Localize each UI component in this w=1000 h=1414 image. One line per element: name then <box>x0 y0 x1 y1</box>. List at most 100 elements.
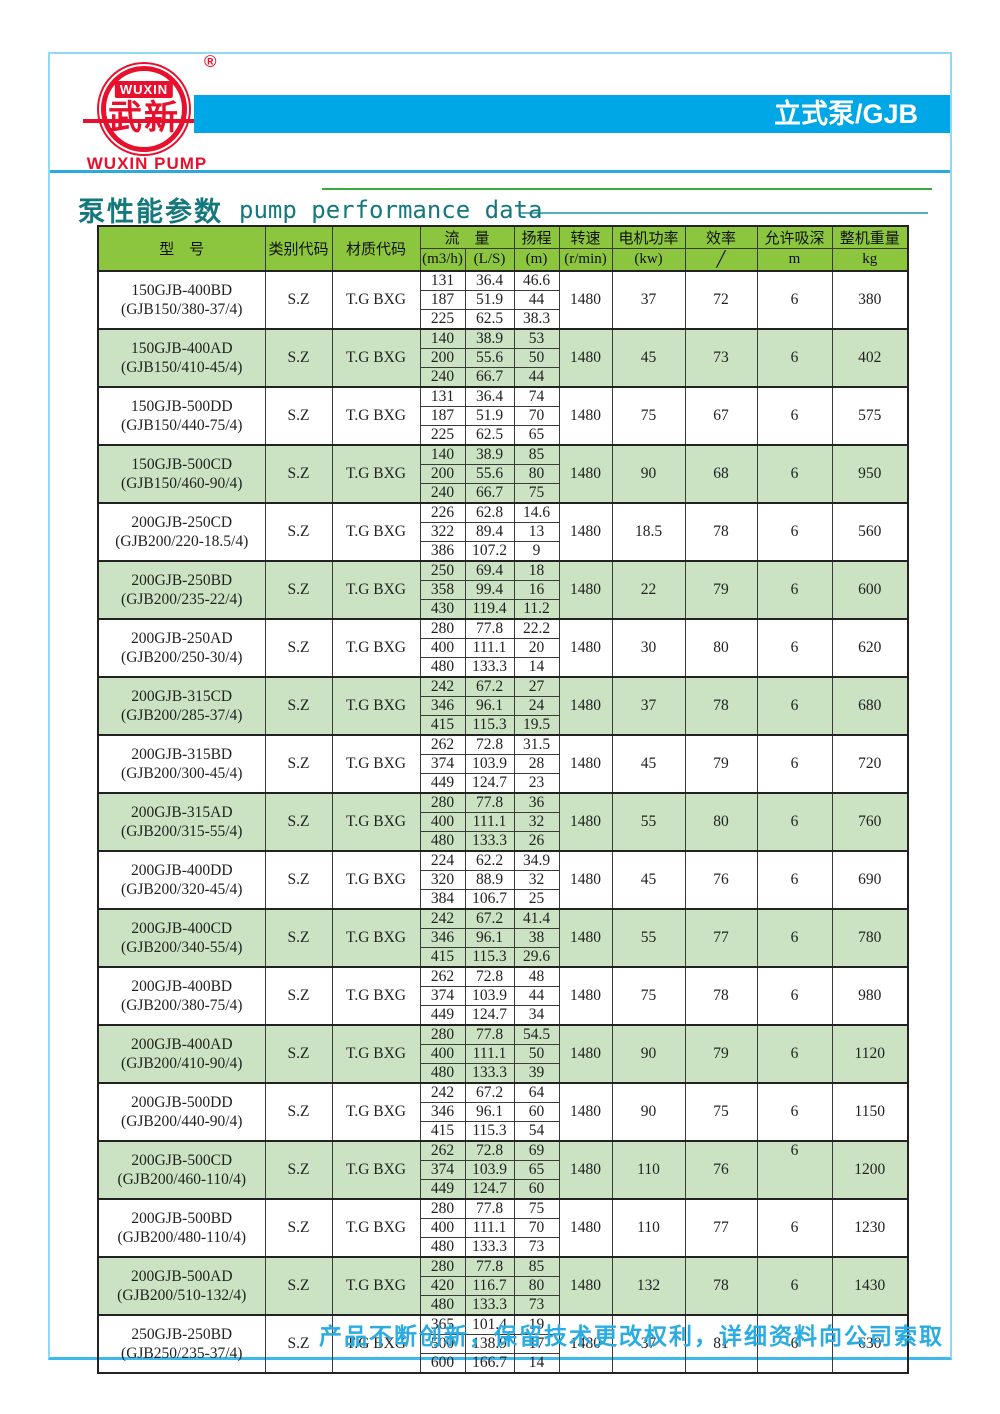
title-decorative-line-green <box>322 188 932 190</box>
material-code-cell: T.G BXG <box>331 676 421 735</box>
flow-ls-cell: 96.1 <box>464 927 515 948</box>
model-cell: 200GJB-400DD (GJB200/320-45/4) <box>97 850 266 909</box>
power-cell: 37 <box>611 270 686 329</box>
head-cell: 14 <box>513 1352 560 1373</box>
head-cell: 38.3 <box>513 308 560 329</box>
flow-m3h-cell: 374 <box>419 985 466 1006</box>
weight-cell: 1120 <box>831 1024 909 1083</box>
head-cell: 50 <box>513 1043 560 1064</box>
flow-m3h-cell: 322 <box>419 521 466 542</box>
flow-m3h-cell: 449 <box>419 1004 466 1025</box>
flow-ls-cell: 133.3 <box>464 1294 515 1315</box>
page-content-frame: ® WUXIN 武新 WUXIN PUMP 立式泵/GJB 泵性能参数 pump … <box>48 52 952 1374</box>
head-cell: 73 <box>513 1294 560 1315</box>
header-flow-ls: (L/S) <box>464 248 515 271</box>
table-row: 415 115.3 19.5 <box>98 714 908 735</box>
table-row: 430 119.4 11.2 <box>98 598 908 619</box>
flow-m3h-cell: 480 <box>419 1236 466 1257</box>
pump-row-group: 200GJB-500CD (GJB200/460-110/4) S.Z T.G BXG… <box>97 1140 909 1199</box>
model-name: 150GJB-400BD <box>131 281 233 299</box>
flow-m3h-cell: 140 <box>419 444 466 465</box>
flow-ls-cell: 66.7 <box>464 482 515 503</box>
efficiency-cell: 79 <box>684 1024 758 1083</box>
flow-ls-cell: 67.2 <box>464 676 515 697</box>
head-cell: 16 <box>513 579 560 600</box>
weight-cell: 980 <box>831 966 909 1025</box>
model-alt-name: (GJB150/380-37/4) <box>121 300 243 318</box>
flow-ls-cell: 72.8 <box>464 1140 515 1161</box>
suction-cell: 6 <box>756 502 833 561</box>
model-name: 200GJB-400CD <box>131 919 233 937</box>
model-alt-name: (GJB200/380-75/4) <box>121 996 243 1014</box>
model-alt-name: (GJB250/235-37/4) <box>121 1344 243 1362</box>
flow-m3h-cell: 346 <box>419 1101 466 1122</box>
model-cell: 150GJB-400AD (GJB150/410-45/4) <box>97 328 266 387</box>
table-row: 200GJB-400CD (GJB200/340-55/4) S.Z T.G BXG 2… <box>97 908 909 967</box>
power-cell: 37 <box>611 676 686 735</box>
company-logo: ® WUXIN 武新 WUXIN PUMP <box>62 52 262 173</box>
efficiency-cell: 75 <box>684 1082 758 1141</box>
pump-row-group: 200GJB-250AD (GJB200/250-30/4) S.Z T.G BXG 2… <box>97 618 909 677</box>
class-code-cell: S.Z <box>264 734 333 793</box>
flow-ls-cell: 77.8 <box>464 1198 515 1219</box>
flow-m3h-cell: 320 <box>419 869 466 890</box>
logo-brand-text: WUXIN <box>114 81 174 98</box>
efficiency-cell: 78 <box>684 676 758 735</box>
flow-m3h-cell: 262 <box>419 734 466 755</box>
head-cell: 19.5 <box>513 714 560 735</box>
flow-ls-cell: 101.4 <box>464 1314 515 1335</box>
pump-row-group: 200GJB-400BD (GJB200/380-75/4) S.Z T.G BXG 2… <box>97 966 909 1025</box>
weight-cell: 680 <box>831 676 909 735</box>
head-cell: 31.5 <box>513 734 560 755</box>
table-row: 240 66.7 75 <box>98 482 908 503</box>
weight-cell: 575 <box>831 386 909 445</box>
header-suction-unit: m <box>756 248 833 271</box>
speed-cell: 1480 <box>558 676 613 735</box>
head-cell: 69 <box>513 1140 560 1161</box>
table-row: 480 133.3 73 <box>98 1294 908 1315</box>
efficiency-cell: 76 <box>684 850 758 909</box>
flow-ls-cell: 133.3 <box>464 1236 515 1257</box>
suction-cell: 6 <box>756 386 833 445</box>
weight-cell: 690 <box>831 850 909 909</box>
section-title: 泵性能参数 pump performance data <box>78 190 542 229</box>
model-name: 200GJB-315AD <box>130 803 233 821</box>
efficiency-cell: 72 <box>684 270 758 329</box>
head-cell: 64 <box>513 1082 560 1103</box>
material-code-cell: T.G BXG <box>331 908 421 967</box>
model-cell: 150GJB-500CD (GJB150/460-90/4) <box>97 444 266 503</box>
pump-row-group: 250GJB-250BD (GJB250/235-37/4) S.Z T.G BXG 3… <box>97 1314 909 1373</box>
flow-ls-cell: 103.9 <box>464 753 515 774</box>
model-cell: 200GJB-315AD (GJB200/315-55/4) <box>97 792 266 851</box>
header-material-code: 材质代码 <box>331 225 421 271</box>
flow-m3h-cell: 386 <box>419 540 466 561</box>
head-cell: 44 <box>513 985 560 1006</box>
table-row: 346 96.1 38 <box>98 927 908 948</box>
power-cell: 132 <box>611 1256 686 1315</box>
logo-caption: WUXIN PUMP <box>86 154 208 173</box>
table-row: 200GJB-400AD (GJB200/410-90/4) S.Z T.G BXG 2… <box>97 1024 909 1083</box>
flow-m3h-cell: 280 <box>419 1256 466 1277</box>
title-decorative-line-teal <box>520 212 928 214</box>
model-alt-name: (GJB200/460-110/4) <box>117 1170 247 1188</box>
flow-ls-cell: 89.4 <box>464 521 515 542</box>
logo-circle-icon: WUXIN 武新 <box>83 62 205 156</box>
flow-m3h-cell: 449 <box>419 772 466 793</box>
speed-cell: 1480 <box>558 328 613 387</box>
head-cell: 18 <box>513 560 560 581</box>
table-row: 320 88.9 32 <box>98 869 908 890</box>
suction-cell: 6 <box>756 1082 833 1141</box>
header-flow: 流 量 <box>419 225 515 249</box>
material-code-cell: T.G BXG <box>331 1256 421 1315</box>
speed-cell: 1480 <box>558 734 613 793</box>
model-alt-name: (GJB200/300-45/4) <box>121 764 243 782</box>
class-code-cell: S.Z <box>264 792 333 851</box>
flow-m3h-cell: 140 <box>419 328 466 349</box>
flow-m3h-cell: 262 <box>419 1140 466 1161</box>
flow-ls-cell: 103.9 <box>464 1159 515 1180</box>
section-title-english: pump performance data <box>239 195 543 224</box>
table-row: 187 51.9 70 <box>98 405 908 426</box>
table-row: 200GJB-315CD (GJB200/285-37/4) S.Z T.G BXG 2… <box>97 676 909 735</box>
model-name: 200GJB-250AD <box>130 629 233 647</box>
flow-ls-cell: 138.9 <box>464 1333 515 1354</box>
